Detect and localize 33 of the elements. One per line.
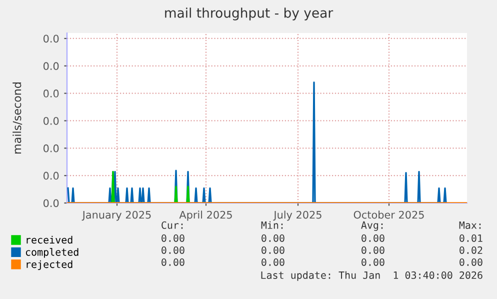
text: 0.02 — [460, 246, 482, 254]
x-tick-label: April 2025 — [179, 210, 232, 221]
legend-label: received — [26, 236, 72, 244]
y-tick-label: 0.0 — [43, 90, 59, 98]
text: Avg: — [361, 221, 383, 231]
y-tick-label: 0.0 — [43, 144, 59, 152]
text: 0.00 — [362, 258, 384, 266]
text: Min: — [261, 221, 283, 229]
legend-label: rejected — [26, 260, 72, 270]
x-tick-label: October 2025 — [354, 210, 424, 219]
y-axis-title: mails/second — [12, 82, 22, 154]
text: Cur: — [162, 221, 183, 229]
x-tick-label: July 2025 — [273, 210, 322, 221]
text: 0.00 — [362, 246, 384, 254]
y-tick-label: 0.0 — [43, 172, 59, 180]
y-tick-label: 0.0 — [43, 116, 59, 125]
text: 0.00 — [262, 246, 284, 254]
text: 0.00 — [262, 234, 284, 242]
x-tick-label: January 2025 — [82, 210, 151, 221]
chart-title: mail throughput - by year — [165, 8, 334, 20]
text: 0.00 — [162, 234, 184, 242]
text: 0.00 — [262, 258, 284, 266]
text: 0.00 — [162, 246, 184, 254]
text: 0.00 — [460, 258, 482, 266]
legend-label: completed — [26, 248, 78, 258]
text: 0.00 — [162, 258, 184, 266]
text: 0.01 — [460, 234, 482, 242]
text: 0.00 — [362, 234, 384, 242]
text: Last update: Thu Jan 1 03:40:00 2026 — [261, 271, 482, 281]
text: Max: — [459, 221, 481, 229]
y-tick-label: 0.0 — [43, 199, 59, 208]
y-tick-label: 0.0 — [43, 62, 59, 70]
y-tick-label: 0.0 — [43, 34, 59, 43]
